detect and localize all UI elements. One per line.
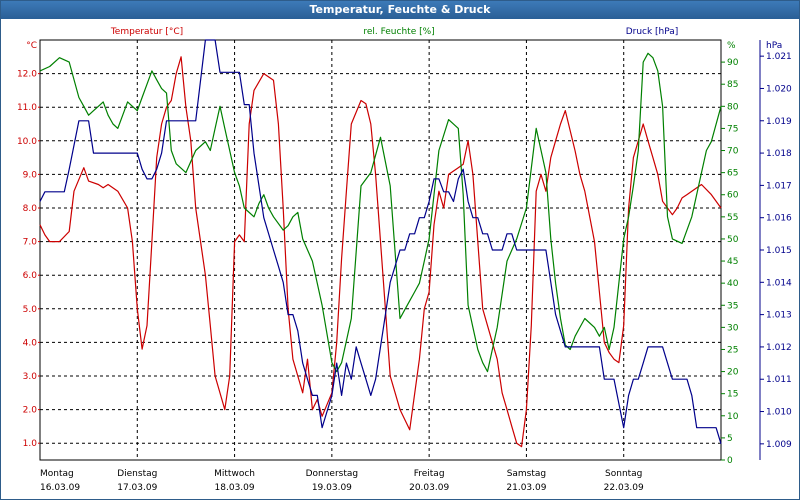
temperature-line: [39, 56, 722, 448]
x-day-label: Donnerstag: [306, 469, 359, 479]
x-day-label: Sonntag: [605, 469, 642, 479]
x-date-label: 18.03.09: [215, 483, 255, 493]
humidity-axis-label: rel. Feuchte [%]: [363, 27, 434, 37]
x-date-label: 17.03.09: [117, 483, 157, 493]
temperature-tick-label: 4.0: [23, 338, 38, 348]
pressure-tick-label: 1.009: [766, 440, 792, 450]
x-date-label: 19.03.09: [312, 483, 352, 493]
pressure-tick-label: 1.017: [766, 181, 792, 191]
x-day-label: Freitag: [414, 469, 445, 479]
humidity-line: [39, 52, 722, 373]
pressure-tick-label: 1.019: [766, 117, 792, 127]
x-date-label: 22.03.09: [604, 483, 644, 493]
pressure-tick-label: 1.014: [766, 278, 792, 288]
humidity-tick-label: 40: [727, 279, 739, 289]
humidity-unit-label: %: [727, 41, 736, 51]
x-date-label: 20.03.09: [409, 483, 449, 493]
x-date-label: 16.03.09: [40, 483, 80, 493]
pressure-tick-label: 1.011: [766, 375, 792, 385]
pressure-tick-label: 1.016: [766, 214, 792, 224]
pressure-unit-label: hPa: [766, 41, 782, 51]
humidity-tick-label: 5: [727, 434, 733, 444]
temperature-tick-label: 1.0: [23, 439, 38, 449]
pressure-tick-label: 1.013: [766, 311, 792, 321]
temperature-tick-label: 3.0: [23, 372, 38, 382]
pressure-tick-label: 1.010: [766, 408, 792, 418]
humidity-tick-label: 90: [727, 58, 739, 68]
temperature-tick-label: 6.0: [23, 271, 38, 281]
pressure-tick-label: 1.015: [766, 246, 792, 256]
humidity-tick-label: 70: [727, 147, 739, 157]
temperature-tick-label: 2.0: [23, 406, 38, 416]
x-day-label: Montag: [40, 469, 74, 479]
pressure-tick-label: 1.020: [766, 84, 792, 94]
humidity-tick-label: 30: [727, 323, 739, 333]
pressure-tick-label: 1.012: [766, 343, 792, 353]
humidity-tick-label: 55: [727, 213, 738, 223]
humidity-tick-label: 50: [727, 235, 739, 245]
humidity-tick-label: 20: [727, 368, 739, 378]
temperature-tick-label: 12.0: [17, 70, 37, 80]
humidity-tick-label: 35: [727, 301, 738, 311]
pressure-line: [39, 39, 722, 444]
temperature-tick-label: 10.0: [17, 137, 37, 147]
humidity-tick-label: 25: [727, 345, 738, 355]
temperature-tick-label: 11.0: [17, 103, 37, 113]
pressure-tick-label: 1.018: [766, 149, 792, 159]
humidity-tick-label: 80: [727, 102, 739, 112]
humidity-tick-label: 0: [727, 456, 733, 466]
temperature-tick-label: 7.0: [23, 238, 38, 248]
humidity-tick-label: 75: [727, 124, 738, 134]
chart-title: Temperatur, Feuchte & Druck: [1, 1, 799, 19]
temperature-tick-label: 9.0: [23, 170, 38, 180]
humidity-tick-label: 45: [727, 257, 738, 267]
plot-frame: [39, 39, 722, 461]
temperature-axis-label: Temperatur [°C]: [110, 27, 183, 37]
x-date-label: 21.03.09: [506, 483, 546, 493]
x-day-label: Samstag: [507, 469, 546, 479]
x-day-label: Mittwoch: [214, 469, 255, 479]
temperature-unit-label: °C: [26, 41, 37, 51]
temperature-tick-label: 5.0: [23, 305, 38, 315]
humidity-tick-label: 85: [727, 80, 738, 90]
humidity-tick-label: 15: [727, 390, 738, 400]
chart-plot: Temperatur [°C] rel. Feuchte [%] Druck […: [17, 27, 792, 493]
temperature-tick-label: 8.0: [23, 204, 38, 214]
humidity-tick-label: 60: [727, 191, 739, 201]
pressure-axis-label: Druck [hPa]: [626, 27, 679, 37]
pressure-tick-label: 1.021: [766, 52, 792, 62]
x-day-label: Dienstag: [117, 469, 157, 479]
humidity-tick-label: 10: [727, 412, 739, 422]
humidity-tick-label: 65: [727, 169, 738, 179]
